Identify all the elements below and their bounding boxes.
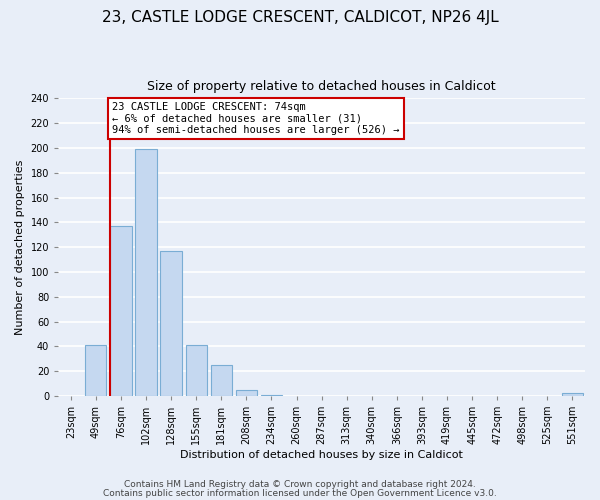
Bar (110, 226, 131, 396)
Title: Size of property relative to detached houses in Caldicot: Size of property relative to detached ho… (147, 80, 496, 93)
X-axis label: Distribution of detached houses by size in Caldicot: Distribution of detached houses by size … (180, 450, 463, 460)
Text: 23 CASTLE LODGE CRESCENT: 74sqm
← 6% of detached houses are smaller (31)
94% of : 23 CASTLE LODGE CRESCENT: 74sqm ← 6% of … (112, 102, 400, 136)
Bar (236, 390, 257, 396)
Bar (261, 394, 282, 396)
Bar (211, 365, 232, 396)
Text: 23, CASTLE LODGE CRESCENT, CALDICOT, NP26 4JL: 23, CASTLE LODGE CRESCENT, CALDICOT, NP2… (101, 10, 499, 25)
Bar (160, 251, 182, 396)
Bar (136, 149, 157, 396)
Text: Contains public sector information licensed under the Open Government Licence v3: Contains public sector information licen… (103, 488, 497, 498)
Bar (185, 345, 207, 396)
Y-axis label: Number of detached properties: Number of detached properties (15, 160, 25, 335)
Bar (85, 345, 106, 396)
Bar (562, 394, 583, 396)
Text: Contains HM Land Registry data © Crown copyright and database right 2024.: Contains HM Land Registry data © Crown c… (124, 480, 476, 489)
